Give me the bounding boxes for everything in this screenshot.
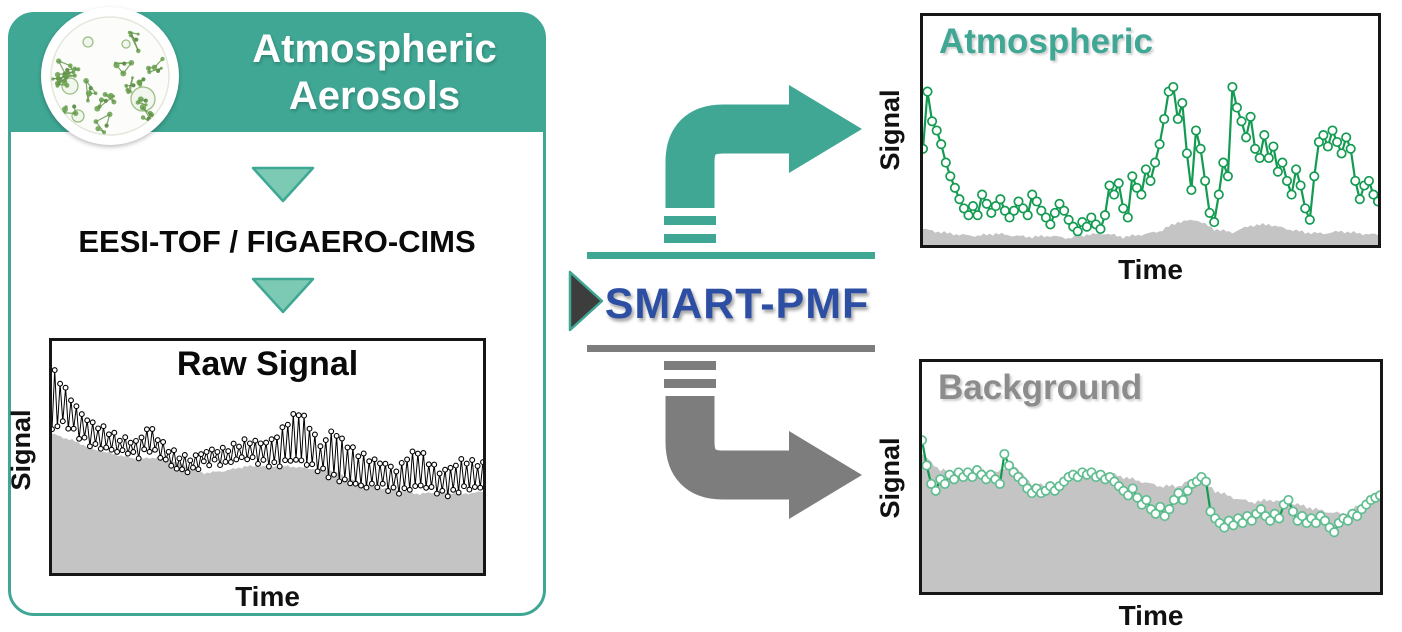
- gray-curved-arrow-icon: [665, 396, 791, 500]
- down-triangle-icon: [251, 166, 315, 203]
- gray-arrow-dash: [664, 379, 716, 388]
- atmospheric-plot-xlabel: Time: [1118, 254, 1183, 285]
- instrument-label: EESI-TOF / FIGAERO-CIMS: [78, 224, 476, 259]
- down-triangle-icon: [251, 277, 315, 314]
- raw-plot-ylabel: Signal: [6, 409, 36, 491]
- teal-arrow-dash: [664, 234, 716, 243]
- gray-arrow-dash: [664, 361, 716, 370]
- teal-arrowhead-icon: [789, 85, 862, 173]
- raw-signal-plot-canvas: [49, 367, 486, 573]
- smart-pmf-label: SMART-PMF: [604, 280, 870, 328]
- aerosol-particles-image: [41, 7, 179, 145]
- background-plot-canvas: [916, 435, 1386, 592]
- flow-arrows: [568, 85, 875, 519]
- atmospheric-plot-canvas: [917, 81, 1384, 245]
- background-plot-xlabel: Time: [1118, 600, 1184, 631]
- gray-divider-line: [587, 345, 875, 352]
- raw-signal-plot: Raw Signal: [49, 338, 486, 576]
- teal-curved-arrow-icon: [665, 104, 791, 208]
- atmospheric-plot: Atmospheric: [917, 13, 1384, 248]
- gray-arrowhead-icon: [789, 431, 862, 519]
- left-panel-card: Atmospheric Aerosols EESI-TOF / FIGAERO-…: [6, 7, 546, 616]
- play-triangle-icon: [568, 270, 604, 332]
- molecules-illustration: [50, 16, 170, 136]
- raw-plot-xlabel: Time: [235, 581, 300, 612]
- background-plot: Background: [916, 359, 1386, 595]
- header-title-line2: Aerosols: [288, 74, 461, 118]
- teal-arrow-dash: [664, 216, 716, 225]
- header-title-line1: Atmospheric: [252, 27, 497, 71]
- teal-divider-line: [587, 252, 875, 259]
